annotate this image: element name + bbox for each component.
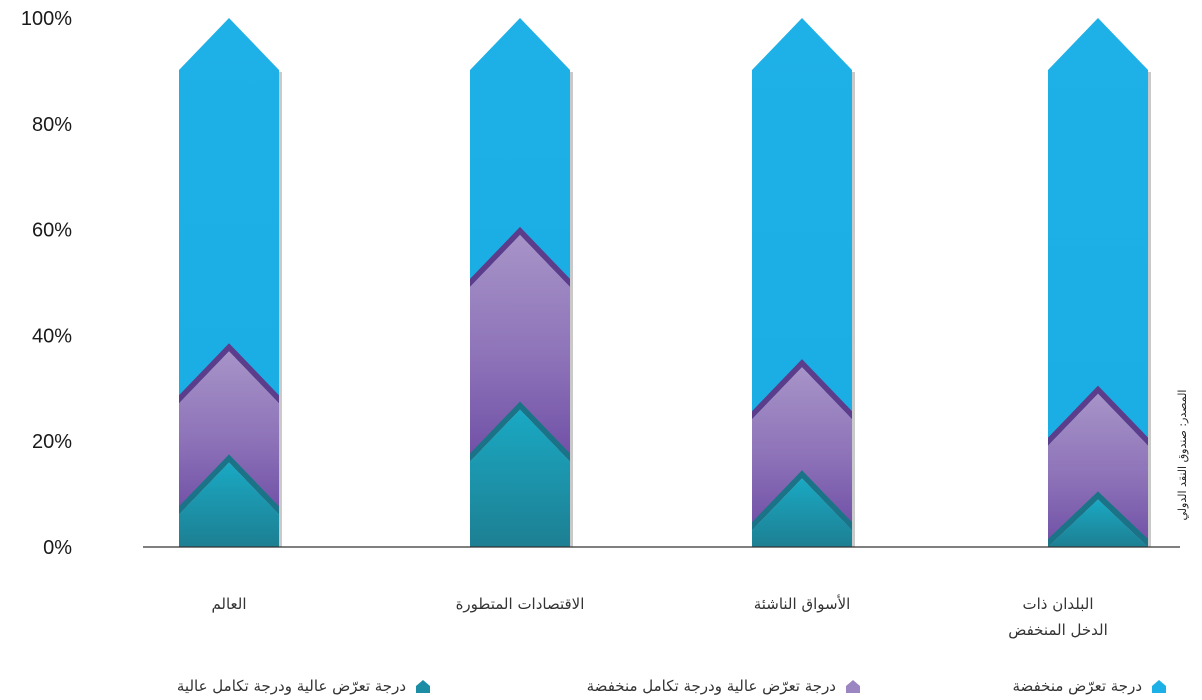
bar-segment	[470, 18, 570, 287]
bar-shadow	[279, 72, 282, 547]
legend-label: درجة تعرّض منخفضة	[1012, 677, 1142, 695]
y-tick-label: 0%	[43, 537, 72, 559]
legend-swatch	[416, 679, 430, 693]
category-label: الأسواق الناشئة	[754, 594, 851, 613]
category-labels: العالم الاقتصادات المتطورة الأسواق الناشئة…	[211, 594, 1107, 639]
bar-group	[470, 18, 573, 547]
category-label: الاقتصادات المتطورة	[456, 595, 585, 613]
chart: 0% 20% 40% 60% 80% 100% العالم الاقتصادات المت…	[21, 8, 1189, 639]
legend-item-high-exposure-low-complementarity: درجة تعرّض عالية ودرجة تكامل منخفضة	[587, 674, 860, 698]
category-label: العالم	[211, 595, 246, 613]
bar-segment	[470, 234, 570, 462]
legend-label: درجة تعرّض عالية ودرجة تكامل عالية	[176, 677, 406, 695]
bar-segment	[752, 18, 852, 420]
y-tick-label: 40%	[32, 325, 72, 347]
bar-segment	[752, 478, 852, 547]
bar-segment	[179, 18, 279, 404]
y-tick-label: 20%	[32, 431, 72, 453]
bar-shadow	[570, 72, 573, 547]
legend-swatch	[846, 679, 860, 693]
bar-segment	[179, 351, 279, 515]
bar-group	[1048, 18, 1151, 547]
bar-group	[179, 18, 282, 547]
source-note: المصدر: صندوق النقد الدولي	[1176, 390, 1189, 521]
bar-shadow	[1148, 72, 1151, 547]
bar-group	[752, 18, 855, 547]
y-axis: 0% 20% 40% 60% 80% 100%	[21, 8, 72, 559]
category-label: البلدان ذات الدخل المنخفض	[1008, 595, 1108, 639]
bar-segment	[1048, 393, 1148, 547]
bar-shadow	[852, 72, 855, 547]
y-tick-label: 80%	[32, 114, 72, 136]
legend-label: درجة تعرّض عالية ودرجة تكامل منخفضة	[586, 677, 836, 695]
legend-swatch	[1152, 679, 1166, 693]
y-tick-label: 60%	[32, 220, 72, 242]
bar-segment	[1048, 18, 1148, 446]
legend-item-low-exposure: درجة تعرّض منخفضة	[1013, 674, 1166, 698]
legend-item-high-exposure-high-complementarity: درجة تعرّض عالية ودرجة تكامل عالية	[177, 674, 430, 698]
bar-segment	[752, 367, 852, 531]
y-tick-label: 100%	[21, 8, 72, 30]
bar-segment	[470, 409, 570, 547]
bars	[179, 18, 1151, 547]
bar-segment	[1048, 499, 1148, 547]
bar-segment	[179, 462, 279, 547]
